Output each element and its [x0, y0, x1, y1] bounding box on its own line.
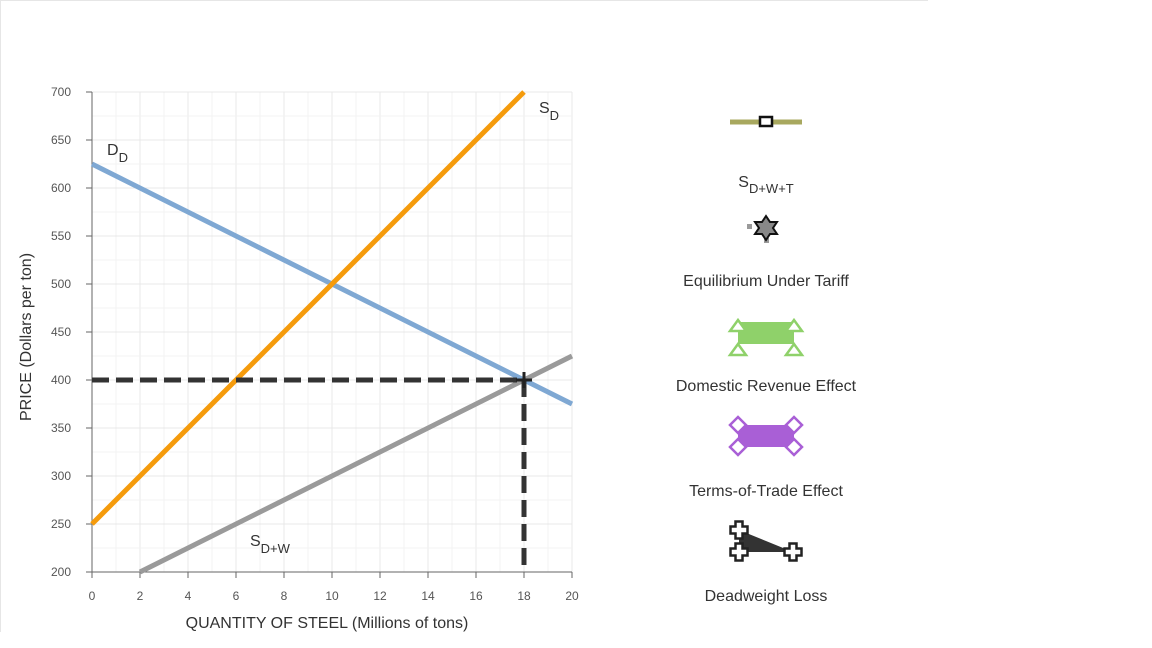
legend-label-main: S	[738, 174, 749, 191]
series-lines[interactable]	[90, 90, 574, 575]
x-tick-label: 2	[137, 589, 144, 603]
reference-lines	[92, 377, 527, 572]
cross-marker-icon	[729, 520, 749, 540]
green-triangle-area-icon[interactable]	[738, 322, 794, 344]
x-tick-label: 8	[281, 589, 288, 603]
chart-frame	[0, 0, 928, 632]
x-axis-title: QUANTITY OF STEEL (Millions of tons)	[186, 615, 469, 632]
cross-marker-icon	[729, 542, 749, 562]
x-tick-label: 16	[469, 589, 483, 603]
legend-label-deadweight-loss: Deadweight Loss	[705, 588, 828, 605]
legend-label-supply-tariff: SD+W+T	[738, 174, 794, 196]
series-line-1[interactable]	[90, 90, 526, 526]
y-tick-label: 500	[51, 277, 71, 291]
equilibrium-marker[interactable]	[516, 372, 532, 388]
grid	[91, 91, 573, 573]
y-tick-label: 300	[51, 469, 71, 483]
y-tick-label: 250	[51, 517, 71, 531]
curve-label-main: S	[250, 533, 261, 550]
curve-label-main: D	[107, 142, 119, 159]
purple-diamond-area-icon[interactable]	[738, 425, 794, 447]
y-tick-label: 400	[51, 373, 71, 387]
axes: 0 2 4 6 8 10 12 14 16 18 20 200 250 300 350 400 450 500 55…	[51, 85, 579, 603]
curve-label-subscript: D	[119, 150, 128, 165]
cross-marker-icon	[783, 542, 803, 562]
x-tick-label: 4	[185, 589, 192, 603]
y-axis-title: PRICE (Dollars per ton)	[18, 253, 35, 421]
legend-label-subscript: D+W+T	[749, 181, 794, 196]
series-line-2[interactable]	[138, 353, 574, 575]
curve-label-2: SD+W	[250, 533, 291, 556]
diamond-marker-icon	[728, 415, 748, 435]
y-tick-label: 450	[51, 325, 71, 339]
legend-label-terms-of-trade: Terms-of-Trade Effect	[689, 483, 843, 500]
black-cross-triangle-icon[interactable]	[739, 530, 793, 552]
diamond-marker-icon	[728, 437, 748, 457]
y-tick-label: 650	[51, 133, 71, 147]
diamond-marker-icon	[784, 415, 804, 435]
gray-dot-icon	[747, 224, 752, 229]
star-marker-icon[interactable]	[753, 214, 779, 242]
triangle-marker-icon	[783, 341, 805, 357]
x-tick-label: 6	[233, 589, 240, 603]
diamond-marker-icon	[784, 437, 804, 457]
x-tick-label: 18	[517, 589, 531, 603]
curve-label-subscript: D+W	[261, 541, 291, 556]
x-tick-label: 12	[373, 589, 387, 603]
curve-label-0: DD	[107, 142, 128, 165]
x-tick-label: 0	[89, 589, 96, 603]
curve-label-1: SD	[539, 100, 559, 123]
triangle-marker-icon	[783, 317, 805, 333]
y-tick-label: 200	[51, 565, 71, 579]
triangle-marker-icon	[727, 317, 749, 333]
square-marker-icon	[758, 115, 774, 128]
legend-label-domestic-revenue: Domestic Revenue Effect	[676, 378, 857, 395]
triangle-marker-icon	[727, 341, 749, 357]
x-tick-label: 20	[565, 589, 579, 603]
x-tick-label: 14	[421, 589, 435, 603]
curve-label-main: S	[539, 100, 550, 117]
legend: SD+W+T Equilibrium Under Tariff Domestic R…	[676, 115, 857, 605]
y-tick-label: 550	[51, 229, 71, 243]
y-tick-label: 700	[51, 85, 71, 99]
y-tick-label: 600	[51, 181, 71, 195]
legend-label-equilibrium: Equilibrium Under Tariff	[683, 273, 849, 290]
curve-label-subscript: D	[550, 108, 559, 123]
x-tick-label: 10	[325, 589, 339, 603]
y-tick-label: 350	[51, 421, 71, 435]
